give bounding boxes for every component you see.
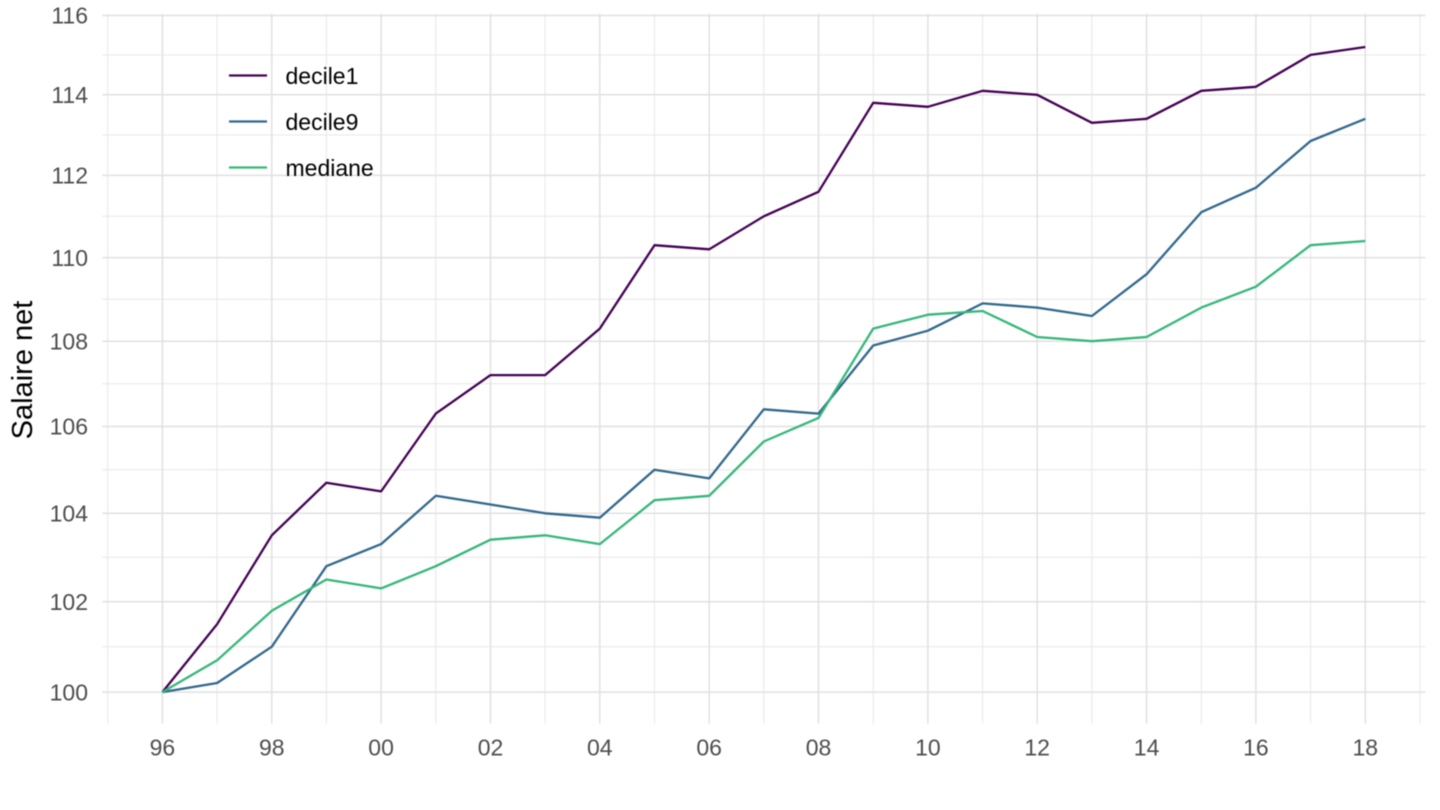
svg-text:112: 112 <box>51 163 88 189</box>
svg-text:14: 14 <box>1134 735 1160 761</box>
svg-text:114: 114 <box>51 82 88 108</box>
svg-text:106: 106 <box>50 414 88 440</box>
svg-text:12: 12 <box>1024 735 1050 761</box>
svg-text:00: 00 <box>368 735 394 761</box>
svg-text:08: 08 <box>806 735 832 761</box>
svg-text:04: 04 <box>587 735 613 761</box>
svg-text:16: 16 <box>1243 735 1269 761</box>
svg-text:06: 06 <box>696 735 722 761</box>
svg-text:110: 110 <box>51 245 88 271</box>
svg-text:116: 116 <box>51 3 88 29</box>
svg-text:18: 18 <box>1353 735 1379 761</box>
svg-text:102: 102 <box>50 589 88 615</box>
svg-text:mediane: mediane <box>286 155 374 181</box>
svg-text:104: 104 <box>50 501 89 527</box>
svg-text:10: 10 <box>915 735 941 761</box>
svg-text:108: 108 <box>50 328 88 354</box>
svg-text:98: 98 <box>259 735 285 761</box>
svg-text:100: 100 <box>50 679 88 705</box>
svg-text:02: 02 <box>478 735 504 761</box>
svg-text:decile1: decile1 <box>286 63 359 89</box>
svg-text:96: 96 <box>150 735 176 761</box>
svg-text:decile9: decile9 <box>286 109 359 135</box>
svg-text:Salaire net: Salaire net <box>7 301 39 440</box>
